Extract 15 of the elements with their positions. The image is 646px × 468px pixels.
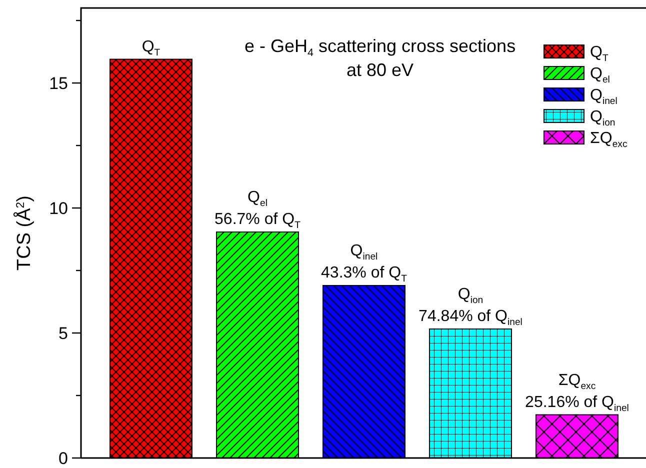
y-tick-label: 0 xyxy=(58,448,68,468)
annotation: Q$_{T}$ xyxy=(142,38,160,58)
y-tick-label: 5 xyxy=(58,324,68,343)
legend-label: Q$_{el}$ xyxy=(590,66,610,85)
legend-label: Q$_{ion}$ xyxy=(590,108,616,128)
legend-label: Q$_{T}$ xyxy=(590,44,608,64)
y-tick-label: 10 xyxy=(49,198,68,218)
legend-label: ΣQ$_{exc}$ xyxy=(590,130,628,150)
annotation: Q$_{ion}$ 74.84% of Q$_{inel}$ xyxy=(418,286,522,328)
annotation: Q$_{el}$ 56.7% of Q$_{T}$ xyxy=(214,189,301,230)
text: e - GeH$_{4}$ scattering cross sections at 80 eV xyxy=(244,36,516,80)
annotation: Q$_{inel}$ 43.3% of Q$_{T}$ xyxy=(321,242,408,284)
annotation: ΣQ$_{exc}$ 25.16% of Q$_{inel}$ xyxy=(525,372,629,414)
legend-label: Q$_{inel}$ xyxy=(590,87,618,106)
y-tick-label: 15 xyxy=(49,74,68,93)
